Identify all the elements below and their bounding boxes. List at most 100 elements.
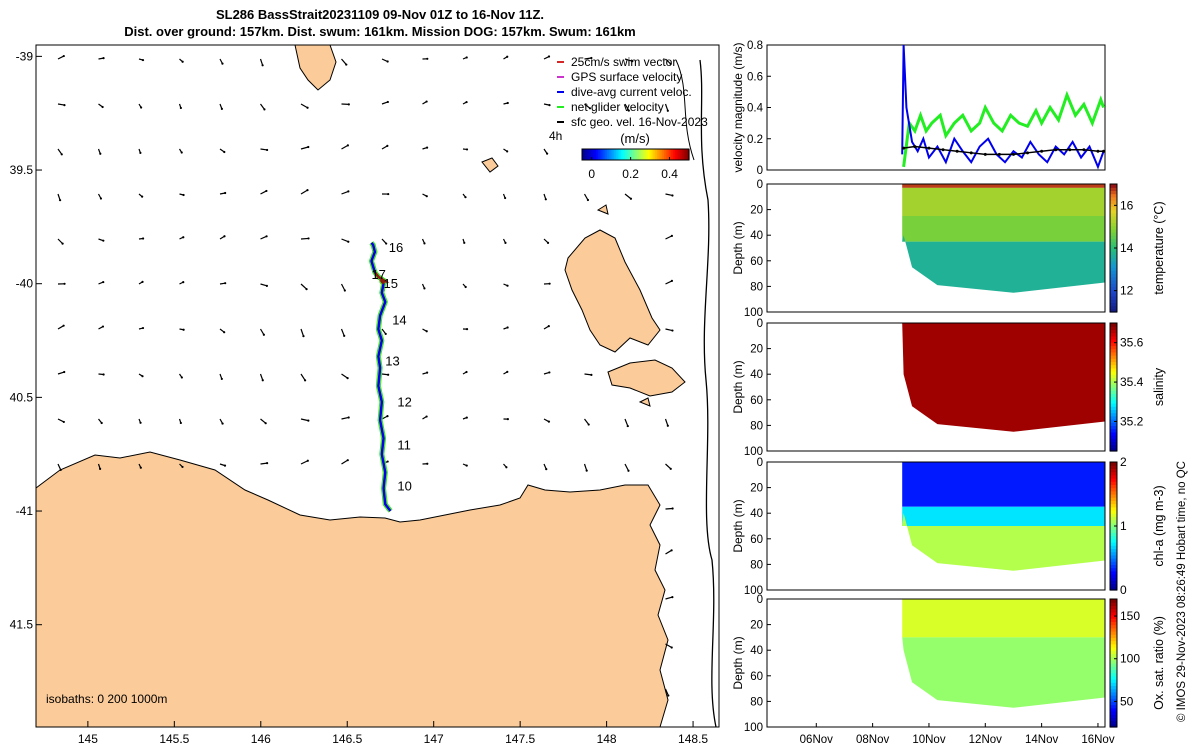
current-arrow <box>259 373 264 381</box>
colorbar-segment <box>1110 506 1117 511</box>
current-arrow-head <box>386 144 389 148</box>
isobath-contours <box>675 59 717 728</box>
colorbar-segment <box>1110 387 1117 391</box>
profile-frame <box>766 598 1106 728</box>
current-arrow <box>624 463 629 472</box>
current-arrow <box>341 238 349 243</box>
colorbar-segment <box>608 149 612 160</box>
colorbar-tick-label: 0 <box>1120 583 1127 597</box>
colorbar-segment <box>1110 704 1117 709</box>
current-arrow-head <box>631 60 634 63</box>
colorbar-segment <box>678 149 681 160</box>
current-arrow <box>300 103 308 109</box>
current-arrow-head <box>504 241 507 245</box>
colorbar-segment <box>615 149 619 160</box>
colorbar-segment <box>637 149 640 160</box>
legend-time-label: 4h <box>549 129 562 143</box>
colorbar-segment <box>1110 276 1117 281</box>
current-arrow-head <box>180 376 183 379</box>
current-arrow-head <box>264 422 267 425</box>
colorbar-segment <box>1110 260 1117 265</box>
colorbar-segment <box>672 149 676 160</box>
colorbar-segment <box>1110 302 1117 307</box>
profile-y-tick-label: 60 <box>750 671 763 683</box>
current-arrow-head <box>465 464 468 467</box>
current-arrow <box>584 103 591 109</box>
colorbar-segment <box>1110 329 1117 334</box>
current-arrow-head <box>346 459 349 462</box>
colorbar-segment <box>1110 580 1117 585</box>
colorbar-segment <box>676 149 679 160</box>
profile-panel-chl-a: 0 20 40 60 80 100 Depth (m) 0 1 2 chl-a (mg m-3) <box>731 455 1166 597</box>
colorbar-segment <box>1110 299 1117 303</box>
colorbar-segment <box>582 149 585 160</box>
colorbar-tick-label: 0 <box>588 167 595 181</box>
colorbar-segment <box>1110 500 1117 505</box>
current-arrow-head <box>387 192 390 196</box>
cape-barren-island-land <box>607 359 686 397</box>
current-arrow-head <box>141 280 144 283</box>
profile-y-label: Depth (m) <box>731 499 745 552</box>
current-arrow <box>259 58 264 66</box>
current-arrow <box>259 328 265 336</box>
current-arrow-head <box>63 370 66 374</box>
current-arrow <box>340 328 345 337</box>
colorbar-segment <box>614 149 617 160</box>
current-arrow <box>300 460 309 465</box>
current-arrow <box>300 146 309 150</box>
plot-title-line2: Dist. over ground: 157km. Dist. swum: 16… <box>124 24 636 39</box>
track-day-label: 16 <box>389 240 403 255</box>
credit-text: © IMOS 29-Nov-2023 08:26:49 Hobart time,… <box>1176 461 1188 722</box>
current-arrow <box>584 418 590 425</box>
colorbar-segment <box>1110 637 1117 642</box>
colorbar-segment <box>1110 669 1117 674</box>
current-arrow <box>624 193 632 200</box>
current-arrow-head <box>671 329 674 332</box>
track-day-label: 11 <box>397 438 411 453</box>
profile-y-tick-label: 0 <box>757 457 763 469</box>
current-arrow-head <box>99 152 102 155</box>
colorbar-segment <box>1110 367 1117 372</box>
colorbar-segment <box>680 149 683 160</box>
current-arrow <box>341 416 349 420</box>
colorbar-segment <box>1110 305 1117 310</box>
colorbar-segment <box>606 149 610 160</box>
current-arrow-head <box>223 464 227 467</box>
colorbar-segment <box>1110 497 1117 501</box>
current-arrow-head <box>588 107 592 110</box>
profile-layer <box>902 599 1105 638</box>
profile-y-label: Depth (m) <box>731 360 745 413</box>
colorbar-segment <box>1110 586 1117 591</box>
velocity-point <box>983 152 987 156</box>
velocity-point <box>955 149 959 153</box>
colorbar-segment <box>1110 542 1117 546</box>
colorbar-segment <box>1110 631 1117 635</box>
colorbar-tick-label: 16 <box>1120 198 1134 212</box>
current-arrow <box>300 283 307 290</box>
track-day-label: 13 <box>385 354 399 369</box>
colorbar-segment <box>1110 688 1117 693</box>
current-arrow-head <box>590 373 593 376</box>
profile-y-label: Depth (m) <box>731 636 745 689</box>
velocity-point <box>1082 148 1086 152</box>
profile-y-tick-label: 100 <box>744 446 763 458</box>
map-x-tick-label: 147 <box>424 732 444 746</box>
current-arrow-head <box>302 335 305 338</box>
velocity-point <box>1026 151 1030 155</box>
current-arrow-head <box>100 421 103 425</box>
profile-y-tick-label: 20 <box>750 620 763 632</box>
profile-frame <box>766 183 1106 313</box>
profile-y-tick-label: 20 <box>750 205 763 217</box>
colorbar-segment <box>1110 462 1117 466</box>
current-arrow-head <box>304 379 307 382</box>
colorbar-segment <box>655 149 658 160</box>
map-x-tick-label: 148 <box>597 732 617 746</box>
colorbar-segment <box>1110 570 1117 575</box>
track-day-label: 10 <box>397 479 411 494</box>
current-arrow <box>260 103 265 110</box>
colorbar-segment <box>1110 583 1117 588</box>
velocity-y-tick-label: 0.2 <box>747 134 763 146</box>
colorbar-segment <box>1110 707 1117 712</box>
colorbar-segment <box>631 149 635 160</box>
map-y-axis: -39 39.5 -40 40.5 -41 41.5 <box>10 49 42 632</box>
